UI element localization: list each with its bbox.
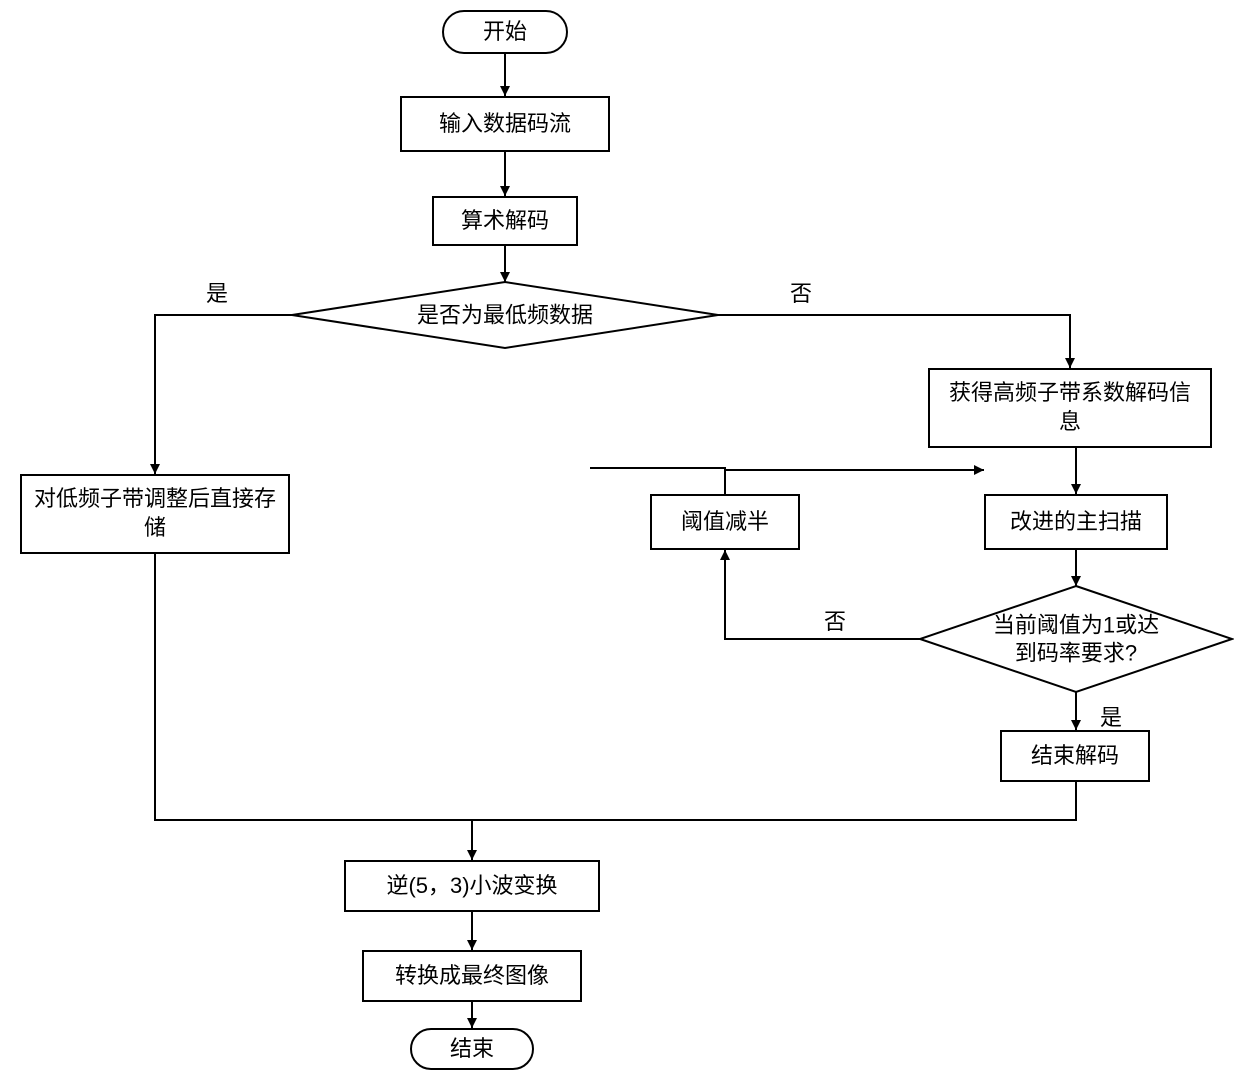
process-halve-label: 阈值减半 — [681, 508, 769, 537]
process-gethigh-label: 获得高频子带系数解码信息 — [940, 379, 1200, 436]
process-tofinal: 转换成最终图像 — [362, 950, 582, 1002]
terminator-end-label: 结束 — [450, 1035, 494, 1064]
process-enddecode: 结束解码 — [1000, 730, 1150, 782]
terminator-start-label: 开始 — [483, 18, 527, 47]
process-gethigh: 获得高频子带系数解码信息 — [928, 368, 1212, 448]
decision-threshold-label2: 到码率要求? — [918, 639, 1234, 667]
process-inverse-label: 逆(5，3)小波变换 — [386, 872, 557, 901]
process-enddecode-label: 结束解码 — [1031, 742, 1119, 771]
process-inverse: 逆(5，3)小波变换 — [344, 860, 600, 912]
edge-label-no2: 否 — [824, 604, 846, 636]
process-input: 输入数据码流 — [400, 96, 610, 152]
process-tofinal-label: 转换成最终图像 — [395, 962, 549, 991]
process-mainscan: 改进的主扫描 — [984, 494, 1168, 550]
process-arith-label: 算术解码 — [461, 207, 549, 236]
decision-lowfreq: 是否为最低频数据 — [290, 280, 720, 350]
decision-threshold-label1: 当前阈值为1或达 — [918, 612, 1234, 640]
terminator-start: 开始 — [442, 10, 568, 54]
edge-label-yes1: 是 — [206, 276, 228, 308]
process-mainscan-label: 改进的主扫描 — [1010, 508, 1142, 537]
process-input-label: 输入数据码流 — [439, 110, 571, 139]
terminator-end: 结束 — [410, 1028, 534, 1070]
edge-label-yes2: 是 — [1100, 700, 1122, 732]
process-lowstore: 对低频子带调整后直接存储 — [20, 474, 290, 554]
process-arith: 算术解码 — [432, 196, 578, 246]
process-lowstore-label: 对低频子带调整后直接存储 — [32, 485, 278, 542]
process-halve: 阈值减半 — [650, 494, 800, 550]
decision-lowfreq-label: 是否为最低频数据 — [290, 301, 720, 329]
decision-threshold: 当前阈值为1或达 到码率要求? — [918, 584, 1234, 694]
edge-label-no1: 否 — [790, 276, 812, 308]
